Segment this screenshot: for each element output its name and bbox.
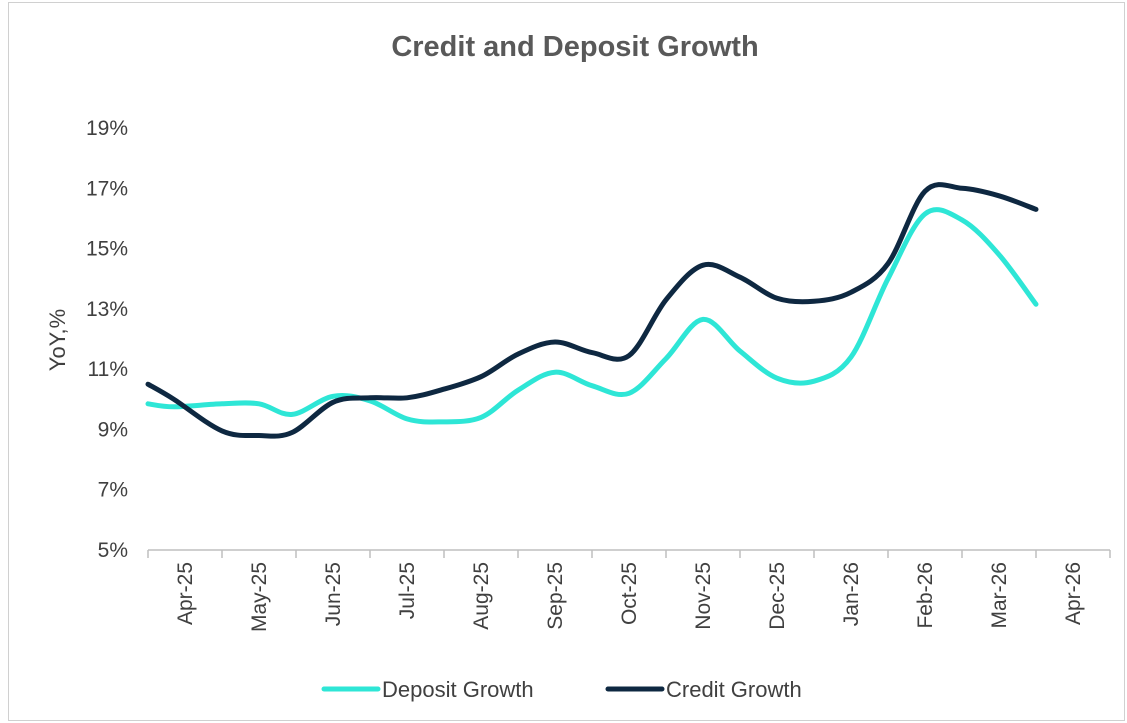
series-line-deposit-growth: [145, 207, 1039, 425]
y-tick-label: 19%: [86, 117, 128, 140]
y-axis-title: YoY,%: [45, 309, 70, 371]
legend-label-deposit-growth: Deposit Growth: [382, 677, 534, 702]
x-tick-label: Oct-25: [618, 562, 641, 625]
x-tick-label: Apr-26: [1062, 562, 1085, 625]
x-tick-label: Jan-26: [840, 562, 863, 626]
chart-frame: [8, 2, 1125, 721]
y-tick-label: 9%: [98, 418, 128, 441]
x-tick-label: Mar-26: [988, 562, 1011, 629]
x-tick-label: May-25: [248, 562, 271, 632]
y-axis-ticks: 5% 7% 9% 11% 13% 15% 17% 19%: [86, 117, 128, 562]
x-tick-label: Sep-25: [544, 562, 567, 630]
x-tick-label: Apr-25: [174, 562, 197, 625]
y-tick-label: 13%: [86, 298, 128, 321]
y-tick-label: 7%: [98, 479, 128, 502]
series-layer: [145, 182, 1039, 439]
y-tick-label: 5%: [98, 539, 128, 562]
y-tick-label: 17%: [86, 177, 128, 200]
x-axis-ticks: Apr-25 May-25 Jun-25 Jul-25 Aug-25 Sep-25 Oct-…: [147, 550, 1111, 632]
legend: Deposit Growth Credit Growth: [321, 677, 802, 702]
series-line-credit-growth: [145, 182, 1039, 439]
x-tick-label: Feb-26: [914, 562, 937, 629]
x-tick-label: Jun-25: [322, 562, 345, 626]
y-tick-label: 15%: [86, 238, 128, 261]
y-tick-label: 11%: [88, 358, 128, 381]
x-tick-label: Dec-25: [766, 562, 789, 630]
x-tick-label: Nov-25: [692, 562, 715, 630]
chart-title: Credit and Deposit Growth: [391, 31, 758, 63]
legend-label-credit-growth: Credit Growth: [666, 677, 802, 702]
x-tick-label: Aug-25: [470, 562, 493, 630]
x-tick-label: Jul-25: [396, 562, 419, 619]
